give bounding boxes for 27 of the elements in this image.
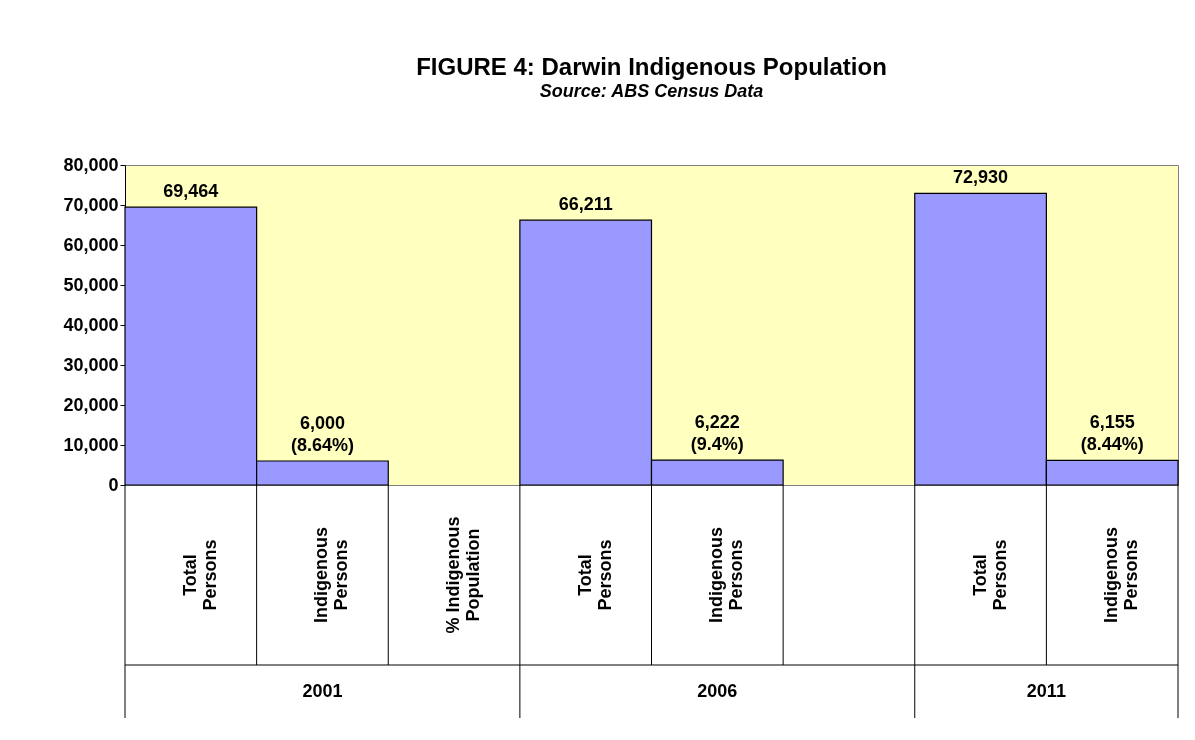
text: 2006	[697, 681, 738, 701]
text: 2001	[302, 681, 343, 701]
chart-subtitle: Source: ABS Census Data	[539, 81, 764, 101]
x-tick-label: Total Persons	[969, 539, 1010, 611]
data-label: 69,464	[163, 181, 219, 202]
chart-title: FIGURE 4: Darwin Indigenous Population	[416, 53, 887, 80]
data-label: 6,222 (9.4%)	[690, 412, 744, 455]
y-tick-label: 10,000	[63, 434, 119, 455]
x-tick-label: % Indigenous Population	[443, 516, 484, 634]
text: 2011	[1026, 681, 1066, 701]
y-tick-label: 30,000	[63, 354, 119, 375]
x-tick-label: Total Persons	[574, 539, 615, 611]
y-tick-label: 40,000	[63, 314, 119, 335]
y-tick-label: 20,000	[63, 394, 119, 415]
y-tick-label: 0	[108, 474, 119, 495]
x-tick-label: Indigenous Persons	[706, 527, 747, 623]
y-tick-label: 60,000	[63, 234, 119, 255]
data-label: 6,000 (8.64%)	[290, 413, 354, 455]
y-tick-label: 80,000	[63, 154, 119, 175]
x-tick-label: Indigenous Persons	[1101, 527, 1142, 623]
y-tick-label: 70,000	[63, 194, 119, 215]
data-label: 66,211	[558, 194, 613, 215]
data-label: 6,155 (8.44%)	[1080, 412, 1144, 455]
x-tick-label: Total Persons	[179, 539, 220, 611]
x-tick-label: Indigenous Persons	[311, 527, 352, 623]
data-label: 72,930	[953, 167, 1009, 188]
y-tick-label: 50,000	[63, 274, 119, 295]
